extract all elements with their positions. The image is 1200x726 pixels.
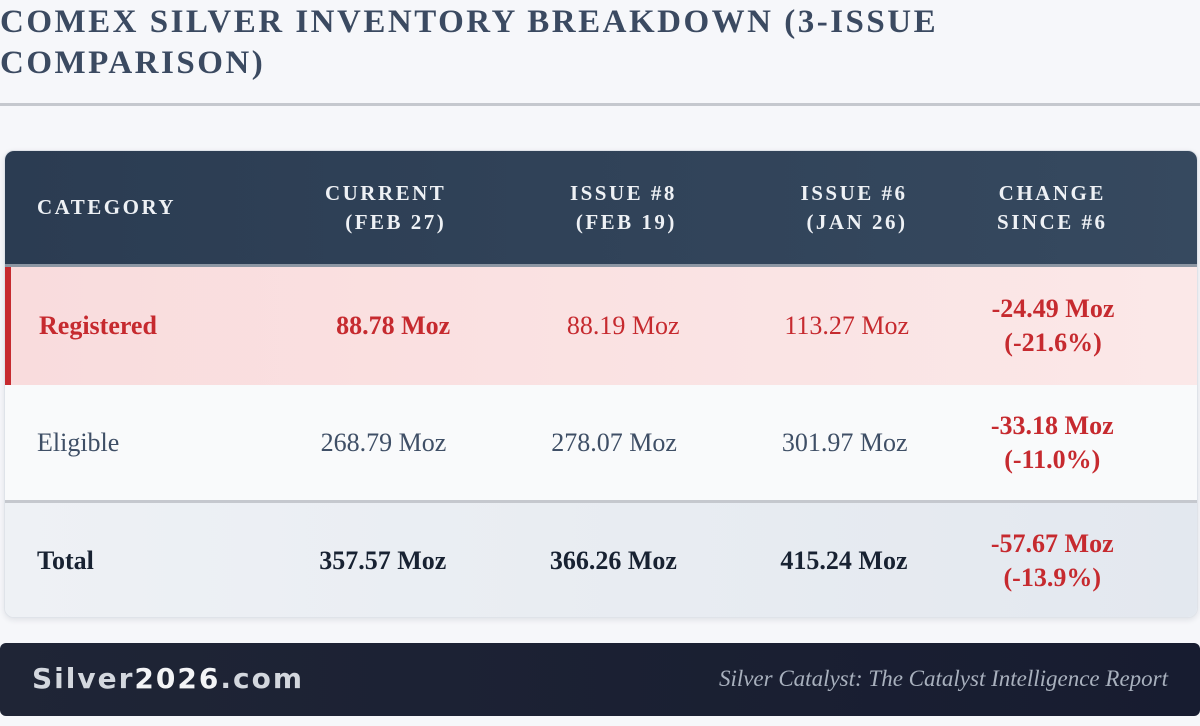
change-percent: (-11.0%): [1004, 444, 1101, 474]
inventory-table: CATEGORY CURRENT (FEB 27) ISSUE #8 (FEB …: [4, 150, 1198, 618]
change-percent: (-13.9%): [1003, 562, 1101, 592]
header-issue-8-label: ISSUE #8: [569, 180, 677, 205]
change-value: -57.67 Moz: [990, 528, 1114, 558]
issue-8-value: 366.26 Moz: [549, 545, 677, 575]
cell-issue-6: 113.27 Moz: [680, 309, 909, 343]
cell-issue-6: 415.24 Moz: [677, 544, 908, 578]
change-value: -33.18 Moz: [990, 410, 1114, 440]
cell-current: 88.78 Moz: [259, 309, 450, 343]
header-change-label: CHANGE: [998, 180, 1106, 205]
change-value: -24.49 Moz: [991, 294, 1115, 323]
header-change-sub: SINCE #6: [997, 209, 1108, 234]
category-label: Registered: [39, 311, 157, 340]
header-current-label: CURRENT: [324, 180, 447, 205]
cell-change: -57.67 Moz (-13.9%): [908, 527, 1197, 595]
category-label: Total: [37, 545, 94, 575]
header-divider: [5, 264, 1197, 267]
table-header-row: CATEGORY CURRENT (FEB 27) ISSUE #8 (FEB …: [5, 151, 1197, 264]
brand-accent: 2026: [134, 662, 221, 695]
brand-prefix: Silver: [32, 662, 135, 695]
change-percent: (-21.6%): [1004, 328, 1102, 357]
header-change: CHANGE SINCE #6: [908, 179, 1197, 237]
issue-8-value: 88.19 Moz: [566, 311, 680, 340]
header-issue-8: ISSUE #8 (FEB 19): [446, 179, 677, 237]
total-divider: [5, 500, 1197, 503]
table-row-eligible: Eligible 268.79 Moz 278.07 Moz 301.97 Mo…: [5, 385, 1197, 500]
issue-6-value: 415.24 Moz: [780, 545, 908, 575]
header-issue-6-label: ISSUE #6: [800, 180, 908, 205]
header-category: CATEGORY: [5, 193, 255, 222]
page-title: COMEX SILVER INVENTORY BREAKDOWN (3-ISSU…: [0, 4, 939, 81]
cell-current: 357.57 Moz: [255, 544, 447, 578]
table-row-total: Total 357.57 Moz 366.26 Moz 415.24 Moz -…: [5, 503, 1197, 617]
cell-category: Eligible: [5, 426, 255, 460]
brand-logo[interactable]: Silver2026.com: [32, 659, 304, 699]
category-label: Eligible: [37, 427, 120, 457]
table-row-registered: Registered 88.78 Moz 88.19 Moz 113.27 Mo…: [5, 267, 1197, 385]
current-value: 88.78 Moz: [336, 311, 451, 340]
cell-change: -24.49 Moz (-21.6%): [909, 292, 1197, 360]
footer-bar: Silver2026.com Silver Catalyst: The Cata…: [0, 643, 1200, 716]
header-issue-6-date: (JAN 26): [806, 209, 908, 234]
issue-6-value: 113.27 Moz: [784, 311, 910, 340]
current-value: 357.57 Moz: [319, 545, 447, 575]
header-category-label: CATEGORY: [37, 195, 177, 219]
current-value: 268.79 Moz: [320, 427, 447, 457]
brand-suffix: .com: [220, 662, 305, 695]
title-divider: [0, 103, 1200, 106]
issue-6-value: 301.97 Moz: [781, 427, 908, 457]
cell-issue-8: 88.19 Moz: [450, 309, 680, 343]
cell-issue-8: 366.26 Moz: [446, 544, 677, 578]
cell-issue-6: 301.97 Moz: [677, 426, 908, 460]
header-issue-6: ISSUE #6 (JAN 26): [677, 179, 908, 237]
cell-category: Registered: [11, 309, 259, 343]
issue-8-value: 278.07 Moz: [551, 427, 677, 457]
header-issue-8-date: (FEB 19): [575, 209, 677, 234]
header-current: CURRENT (FEB 27): [255, 179, 447, 237]
cell-issue-8: 278.07 Moz: [446, 426, 677, 460]
header-current-date: (FEB 27): [345, 209, 447, 234]
cell-change: -33.18 Moz (-11.0%): [908, 409, 1197, 477]
cell-category: Total: [5, 544, 255, 578]
report-name: Silver Catalyst: The Catalyst Intelligen…: [718, 666, 1168, 691]
cell-current: 268.79 Moz: [255, 426, 447, 460]
